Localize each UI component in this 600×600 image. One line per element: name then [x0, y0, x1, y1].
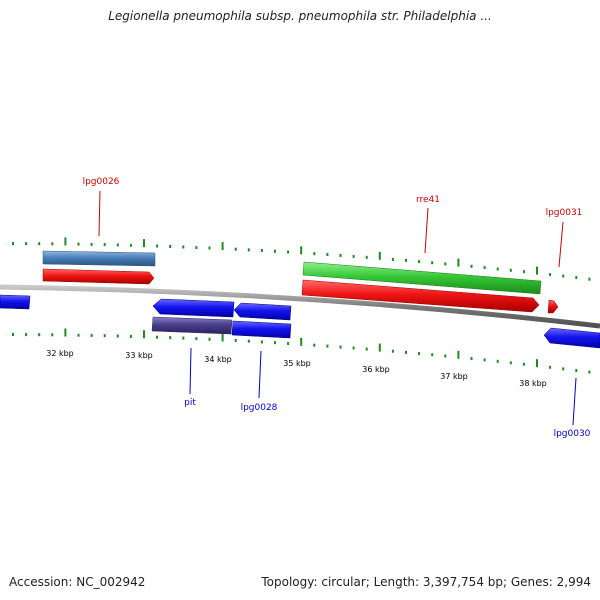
gene-lpg0026-steelblue[interactable]	[42, 250, 156, 267]
map-title: Legionella pneumophila subsp. pneumophil…	[108, 9, 492, 23]
scale-label-33kbp: 33 kbp	[125, 351, 153, 360]
gene-rre41[interactable]	[301, 279, 540, 313]
genome-backbone	[0, 284, 600, 329]
leader-lpg0028	[258, 350, 262, 399]
scale-label-38kbp: 38 kbp	[519, 379, 547, 388]
gene-rre41-green[interactable]	[302, 261, 542, 295]
label-rre41[interactable]: rre41	[416, 195, 440, 205]
leader-rre41	[424, 207, 429, 254]
label-pit[interactable]: pit	[184, 398, 196, 408]
leader-lpg0030	[572, 377, 577, 426]
gene-lpg0028-upper[interactable]	[233, 302, 292, 321]
gene-pit-slate[interactable]	[151, 316, 233, 335]
label-lpg0026[interactable]: lpg0026	[83, 177, 120, 187]
gene-pit[interactable]	[152, 298, 235, 318]
scale-label-36kbp: 36 kbp	[362, 365, 390, 374]
forward-tick-marks	[12, 237, 591, 281]
label-lpg0030[interactable]: lpg0030	[554, 429, 591, 439]
leader-lpg0031	[558, 221, 564, 268]
label-lpg0031[interactable]: lpg0031	[546, 208, 583, 218]
label-lpg0028[interactable]: lpg0028	[241, 403, 278, 413]
leader-lpg0026	[98, 190, 101, 237]
scale-labels: 32 kbp 33 kbp 34 kbp 35 kbp 36 kbp 37 kb…	[46, 349, 547, 388]
gene-lpg0026[interactable]	[42, 268, 155, 285]
gene-left-edge[interactable]	[0, 294, 31, 310]
gene-lpg0030[interactable]	[543, 327, 600, 349]
topology-summary: Topology: circular; Length: 3,397,754 bp…	[261, 575, 591, 589]
scale-label-35kbp: 35 kbp	[283, 359, 311, 368]
reverse-tick-marks	[12, 328, 591, 374]
scale-label-34kbp: 34 kbp	[204, 355, 232, 364]
accession-text: Accession: NC_002942	[9, 575, 146, 589]
gene-lpg0028[interactable]	[231, 320, 292, 339]
leader-pit	[189, 347, 192, 395]
scale-label-32kbp: 32 kbp	[46, 349, 74, 358]
scale-label-37kbp: 37 kbp	[440, 372, 468, 381]
gene-lpg0031[interactable]	[547, 299, 559, 314]
